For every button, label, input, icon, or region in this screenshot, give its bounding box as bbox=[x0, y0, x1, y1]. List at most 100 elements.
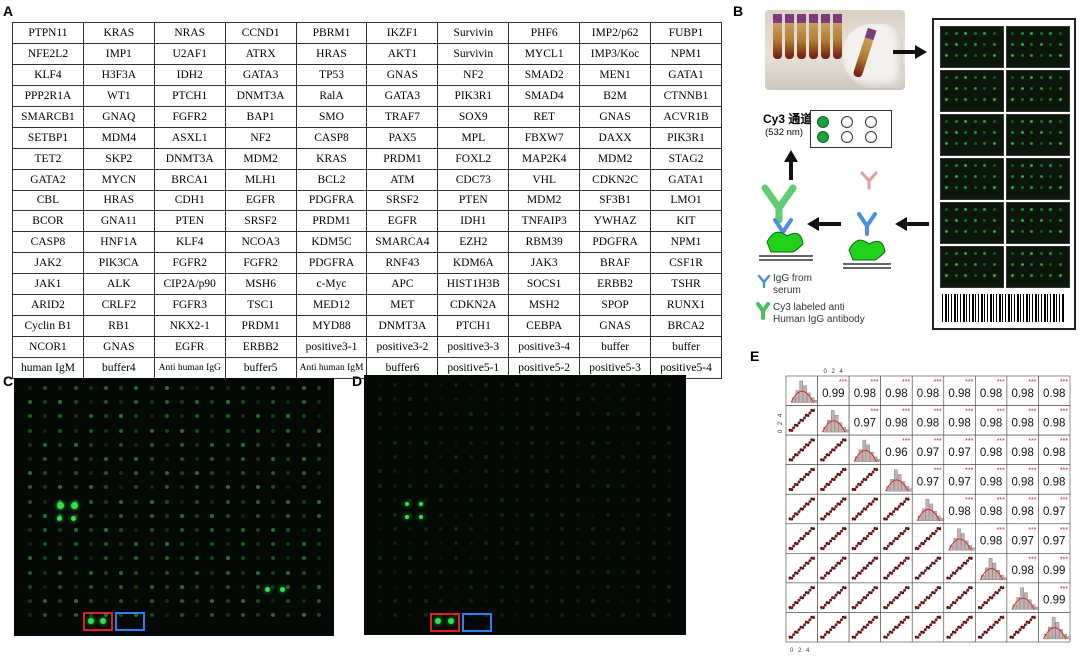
array-spot bbox=[636, 599, 641, 603]
array-spot bbox=[560, 483, 565, 488]
bright-spot bbox=[419, 502, 423, 506]
array-spot bbox=[88, 457, 93, 461]
array-spot bbox=[301, 556, 306, 561]
array-spot bbox=[545, 440, 550, 445]
array-spot bbox=[271, 471, 276, 476]
array-spot bbox=[560, 584, 565, 589]
array-spot bbox=[666, 599, 671, 603]
array-spot bbox=[88, 485, 93, 490]
array-spot bbox=[58, 599, 63, 603]
array-spot bbox=[28, 428, 32, 433]
array-spot bbox=[316, 442, 321, 447]
table-cell: SF3B1 bbox=[579, 189, 652, 212]
table-cell: PRDM1 bbox=[224, 315, 297, 338]
array-spot bbox=[438, 383, 443, 387]
array-spot bbox=[104, 599, 108, 603]
array-spot bbox=[454, 613, 458, 618]
array-spot bbox=[134, 599, 139, 603]
array-spot bbox=[88, 542, 93, 547]
array-spot bbox=[88, 584, 93, 589]
array-spot bbox=[149, 570, 154, 575]
array-spot bbox=[378, 570, 382, 575]
array-spot bbox=[104, 400, 108, 405]
table-cell: NF2 bbox=[437, 63, 510, 86]
array-spot bbox=[499, 584, 504, 589]
array-spot bbox=[560, 397, 565, 402]
table-cell: GATA3 bbox=[366, 84, 439, 107]
array-spot bbox=[225, 570, 230, 575]
table-row: human IgM buffer4 Anti human IgG buffer5 Ant… bbox=[12, 357, 722, 379]
density-curve bbox=[822, 420, 846, 433]
array-spot bbox=[88, 556, 93, 561]
array-spot bbox=[256, 414, 260, 419]
array-spot bbox=[256, 556, 260, 561]
array-spot bbox=[545, 469, 550, 474]
array-spot bbox=[73, 584, 78, 589]
table-cell: TNFAIP3 bbox=[508, 210, 581, 233]
table-row: SMARCB1 GNAQ FGFR2 BAP1 SMO TRAF7 SOX9 RET GNAS A… bbox=[12, 105, 722, 128]
array-spot bbox=[256, 542, 260, 547]
table-cell: CEBPA bbox=[508, 315, 581, 338]
table-cell: YWHAZ bbox=[579, 210, 652, 233]
array-spot bbox=[469, 584, 474, 589]
array-spot bbox=[545, 527, 550, 531]
fit-line bbox=[946, 615, 973, 640]
array-spot bbox=[560, 440, 565, 445]
array-spot bbox=[73, 599, 78, 603]
array-spot bbox=[149, 386, 154, 390]
panel-label-a: A bbox=[3, 3, 14, 19]
array-spot bbox=[469, 397, 474, 402]
array-spot bbox=[423, 555, 428, 560]
array-spot bbox=[545, 397, 550, 402]
array-spot bbox=[316, 556, 321, 561]
array-spot bbox=[666, 541, 671, 546]
table-cell: MET bbox=[366, 294, 439, 317]
array-spot bbox=[180, 556, 184, 561]
correlation-value: 0.97 bbox=[948, 447, 970, 459]
array-spot bbox=[666, 555, 671, 560]
table-cell: positive5-2 bbox=[508, 357, 581, 379]
array-spot bbox=[134, 428, 139, 433]
arrow-up-icon bbox=[784, 150, 798, 180]
array-spot bbox=[438, 411, 443, 416]
array-spot bbox=[28, 471, 32, 476]
array-spot bbox=[499, 440, 504, 445]
fit-line bbox=[788, 526, 815, 551]
table-cell: ARID2 bbox=[12, 294, 84, 317]
table-cell: positive5-3 bbox=[579, 357, 652, 379]
density-curve bbox=[790, 390, 814, 403]
correlation-value: 0.98 bbox=[1011, 506, 1033, 518]
array-spot bbox=[575, 570, 580, 575]
array-spot bbox=[514, 498, 519, 503]
array-spot bbox=[484, 383, 489, 387]
cy3-wavelength: (532 nm) bbox=[765, 127, 804, 138]
array-spot bbox=[606, 426, 610, 431]
array-spot bbox=[301, 471, 306, 476]
correlation-value: 0.98 bbox=[854, 388, 876, 400]
array-spot bbox=[271, 599, 276, 603]
array-spot bbox=[484, 440, 489, 445]
array-spot bbox=[378, 469, 382, 474]
axis-tick-label: 4 bbox=[806, 648, 810, 654]
array-spot bbox=[119, 442, 124, 447]
array-spot bbox=[286, 528, 291, 532]
array-spot bbox=[469, 613, 474, 618]
array-spot bbox=[484, 397, 489, 402]
array-spot bbox=[408, 512, 413, 517]
array-spot bbox=[651, 527, 656, 531]
array-spot bbox=[210, 428, 215, 433]
array-spot bbox=[43, 471, 48, 476]
significance-stars: *** bbox=[934, 409, 942, 416]
table-cell: GATA1 bbox=[650, 168, 722, 191]
array-spot bbox=[149, 414, 154, 419]
array-spot bbox=[651, 584, 656, 589]
fit-line bbox=[914, 526, 942, 551]
array-spot bbox=[43, 499, 48, 504]
table-cell: MYCL1 bbox=[508, 42, 581, 65]
array-spot bbox=[575, 469, 580, 474]
array-spot bbox=[651, 426, 656, 431]
array-spot bbox=[240, 542, 245, 547]
array-spot bbox=[666, 455, 671, 459]
array-spot bbox=[316, 400, 321, 405]
fit-line bbox=[788, 408, 815, 433]
